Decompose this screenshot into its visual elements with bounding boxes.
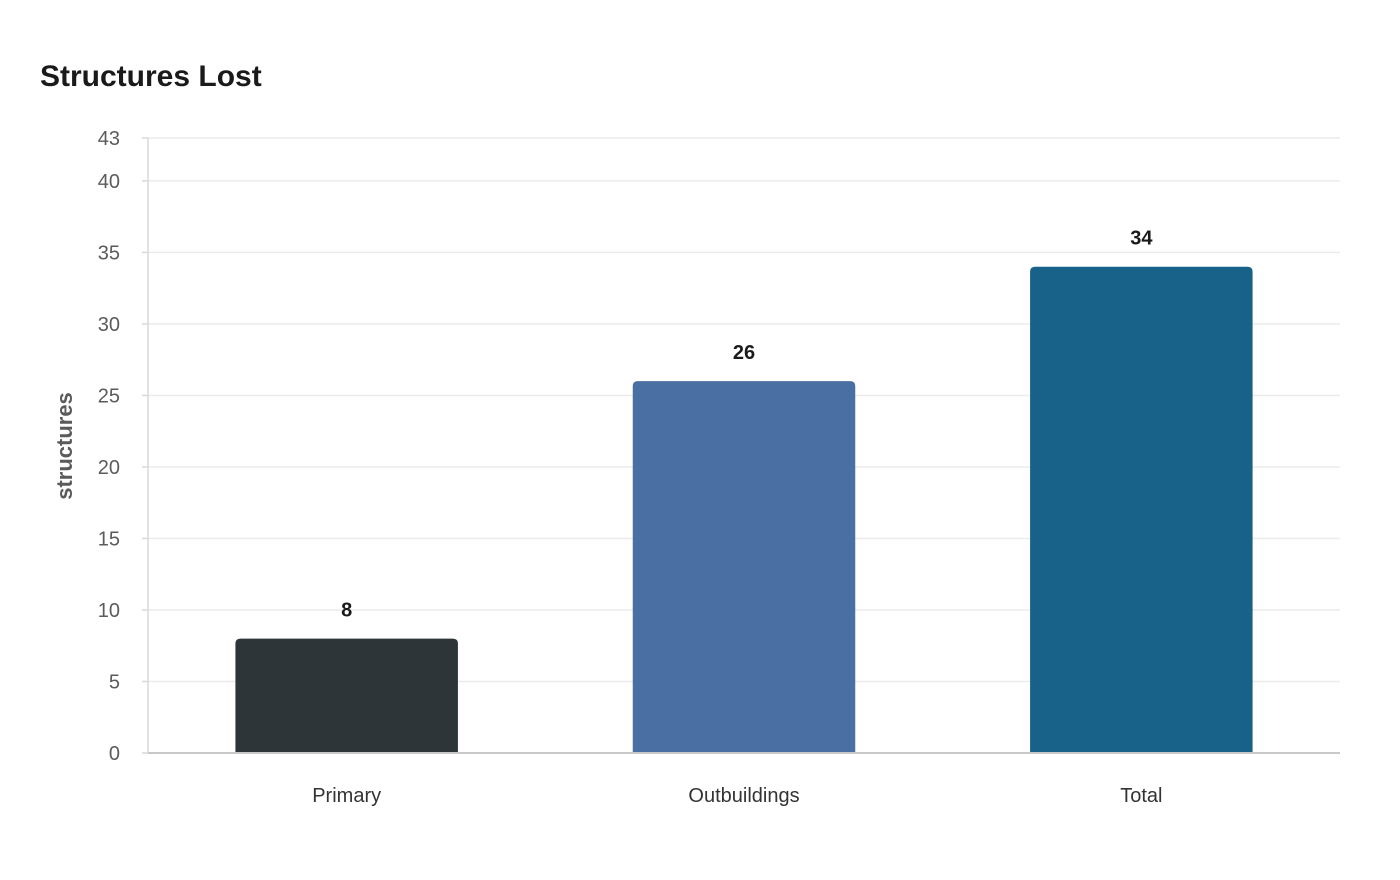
value-label: 26 <box>733 342 755 364</box>
y-tick-label: 30 <box>98 314 120 336</box>
y-tick-label: 35 <box>98 242 120 264</box>
bar-primary[interactable] <box>235 638 458 753</box>
y-axis-label: structures <box>52 392 77 500</box>
y-tick-label: 43 <box>98 128 120 150</box>
y-tick-label: 0 <box>109 743 120 765</box>
bar-total[interactable] <box>1030 266 1253 753</box>
bar-outbuildings[interactable] <box>632 381 856 753</box>
y-tick-label: 25 <box>98 385 120 407</box>
y-tick-label: 40 <box>98 171 120 193</box>
value-label: 8 <box>341 600 352 622</box>
x-axis-labels: Primary Outbuildings Total <box>312 785 1162 807</box>
chart-title: Structures Lost <box>40 60 262 93</box>
y-tick-label: 10 <box>98 600 120 622</box>
y-axis-ticks: 0 5 10 15 20 25 30 35 40 43 <box>98 128 120 765</box>
y-tick-label: 15 <box>98 528 120 550</box>
bars <box>235 266 1253 753</box>
y-tick-label: 5 <box>109 671 120 693</box>
value-label: 34 <box>1130 228 1153 250</box>
y-tick-label: 20 <box>98 457 120 479</box>
x-tick-label: Outbuildings <box>688 785 799 807</box>
x-tick-label: Primary <box>312 785 381 807</box>
x-tick-label: Total <box>1120 785 1162 807</box>
value-labels: 8 26 34 <box>341 228 1153 622</box>
